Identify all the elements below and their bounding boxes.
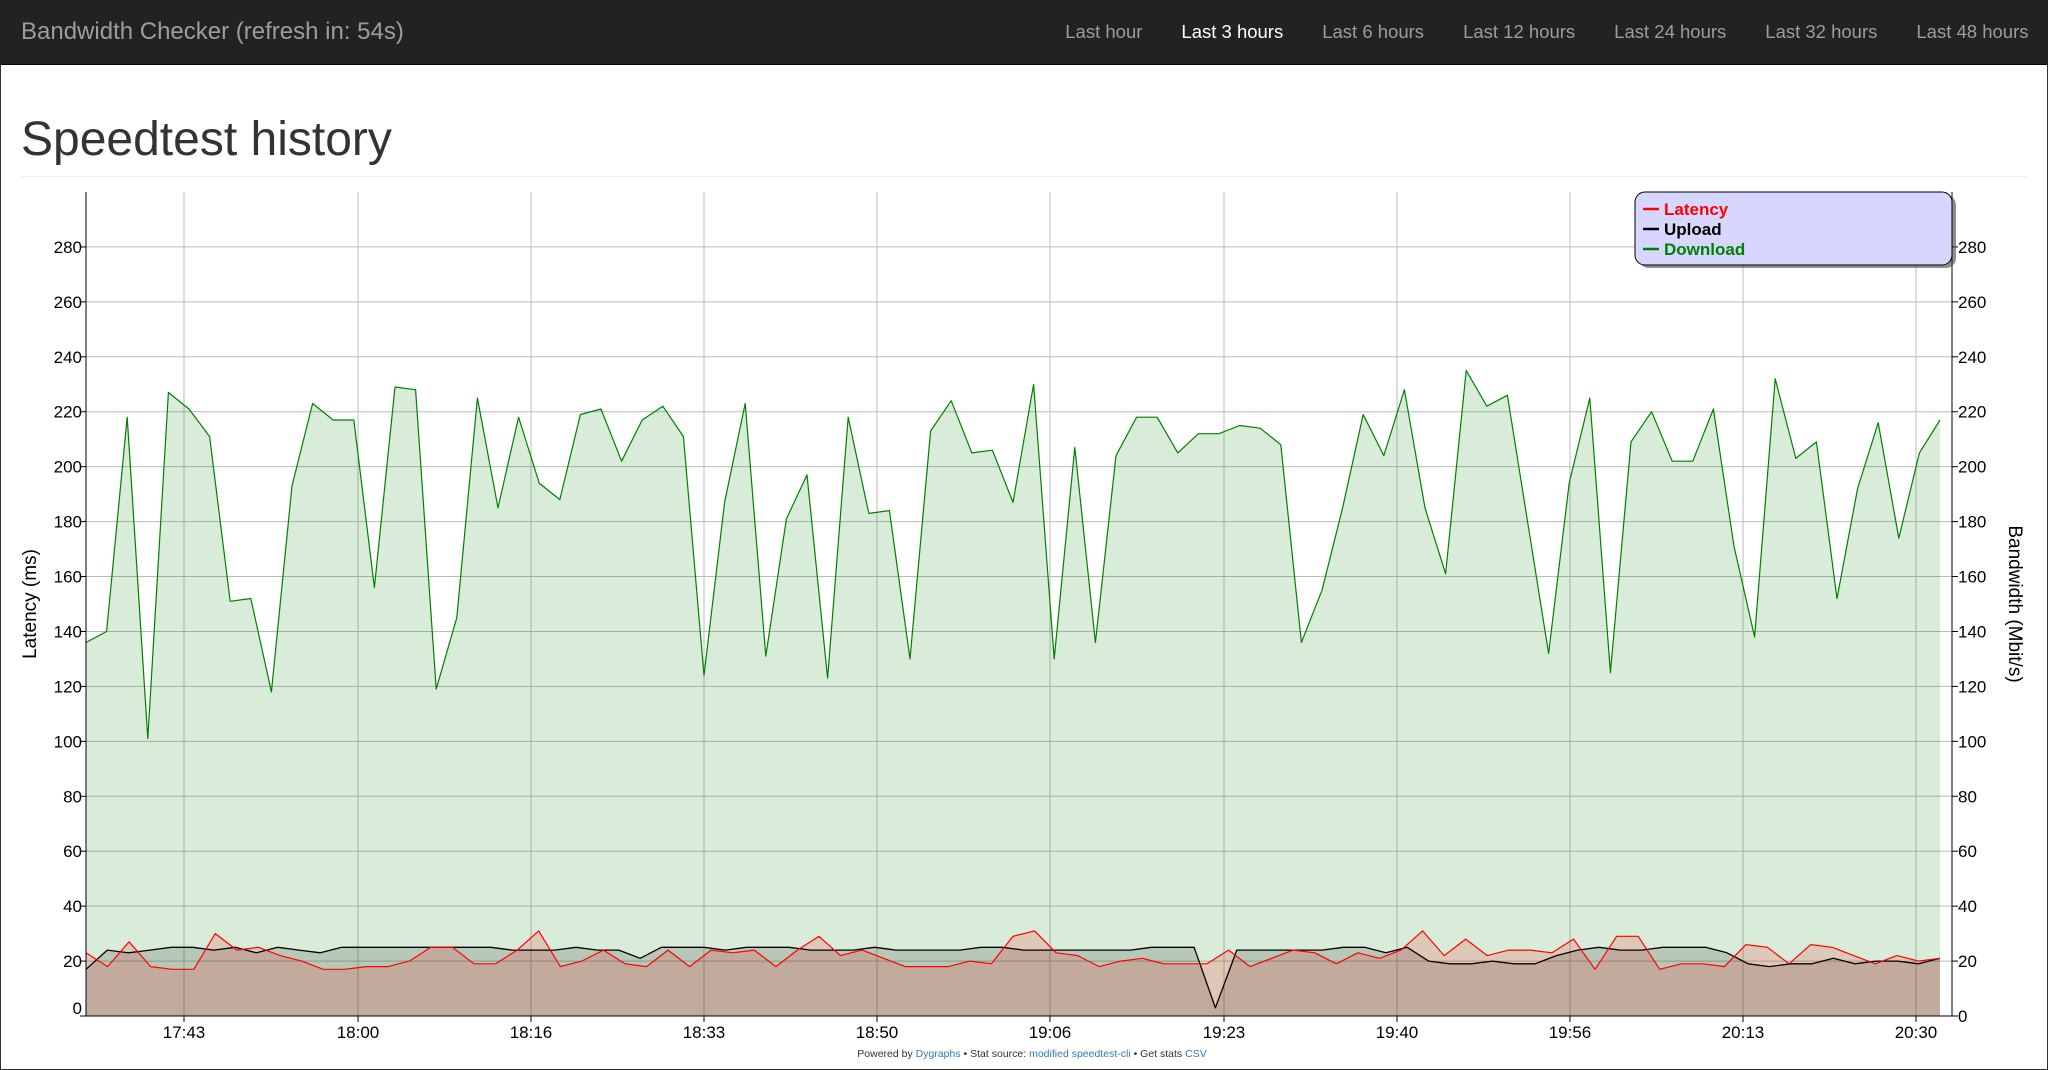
y-tick-label: 240	[54, 348, 82, 367]
x-tick-label: 19:23	[1203, 1023, 1246, 1042]
footer-stat-source: • Stat source:	[963, 1048, 1027, 1060]
x-tick-label: 17:43	[163, 1023, 206, 1042]
app-brand[interactable]: Bandwidth Checker (refresh in: 54s)	[21, 18, 404, 45]
y2-tick-label: 20	[1958, 952, 1977, 971]
y-tick-label: 200	[54, 458, 82, 477]
x-tick-label: 18:50	[856, 1023, 899, 1042]
y-tick-label: 160	[54, 568, 82, 587]
x-tick-label: 18:16	[510, 1023, 553, 1042]
upload-area	[86, 947, 1940, 1016]
y-tick-label: 20	[63, 952, 82, 971]
y2-tick-label: 100	[1958, 732, 1986, 751]
y-axis-title: Latency (ms)	[20, 549, 41, 659]
y2-tick-label: 240	[1958, 348, 1986, 367]
y2-tick-label: 120	[1958, 677, 1986, 696]
y-tick-label: 0	[73, 999, 82, 1018]
legend-label-latency: Latency	[1664, 200, 1729, 219]
y-tick-label: 180	[54, 513, 82, 532]
y-tick-label: 120	[54, 677, 82, 696]
nav-last-12-hours[interactable]: Last 12 hours	[1463, 21, 1576, 42]
y2-tick-label: 220	[1958, 403, 1986, 422]
navbar: Bandwidth Checker (refresh in: 54s) Last…	[0, 0, 2048, 65]
nav-last-3-hours[interactable]: Last 3 hours	[1181, 21, 1284, 42]
x-tick-label: 19:06	[1029, 1023, 1072, 1042]
y2-tick-label: 200	[1958, 458, 1986, 477]
page-title: Speedtest history	[21, 113, 392, 166]
y2-tick-label: 80	[1958, 787, 1977, 806]
upload-line	[85, 946, 1941, 1009]
csv-link[interactable]: CSV	[1185, 1048, 1207, 1060]
download-line	[85, 369, 1941, 740]
nav-last-hour[interactable]: Last hour	[1065, 21, 1143, 42]
nav-last-6-hours[interactable]: Last 6 hours	[1322, 21, 1425, 42]
y2-axis-title: Bandwidth (Mbit/s)	[2004, 525, 2025, 682]
dygraphs-link[interactable]: Dygraphs	[915, 1048, 961, 1060]
x-tick-label: 20:13	[1722, 1023, 1765, 1042]
nav-last-32-hours[interactable]: Last 32 hours	[1765, 21, 1878, 42]
y2-tick-label: 260	[1958, 293, 1986, 312]
download-area	[86, 370, 1940, 1016]
legend-box	[1634, 191, 1953, 266]
y2-tick-label: 40	[1958, 897, 1977, 916]
y-tick-label: 280	[54, 238, 82, 257]
y2-tick-label: 180	[1958, 513, 1986, 532]
latency-area	[86, 930, 1940, 1016]
y-tick-label: 80	[63, 787, 82, 806]
footer-powered-by: Powered by	[857, 1048, 913, 1060]
x-tick-label: 19:56	[1549, 1023, 1592, 1042]
y-tick-label: 40	[63, 897, 82, 916]
latency-line	[85, 930, 1941, 970]
y2-tick-label: 280	[1958, 238, 1986, 257]
x-tick-label: 20:30	[1895, 1023, 1938, 1042]
y-tick-label: 60	[63, 842, 82, 861]
x-tick-label: 19:40	[1376, 1023, 1419, 1042]
nav-last-48-hours[interactable]: Last 48 hours	[1916, 21, 2029, 42]
x-tick-label: 18:33	[683, 1023, 726, 1042]
nav-last-24-hours[interactable]: Last 24 hours	[1614, 21, 1727, 42]
y-tick-label: 220	[54, 403, 82, 422]
y-tick-label: 100	[54, 732, 82, 751]
y2-tick-label: 60	[1958, 842, 1977, 861]
y2-tick-label: 0	[1958, 1007, 1967, 1026]
title-divider	[21, 176, 2027, 177]
time-range-nav: Last hour Last 3 hours Last 6 hours Last…	[1046, 0, 2048, 64]
legend-label-download: Download	[1664, 240, 1745, 259]
y2-tick-label: 160	[1958, 568, 1986, 587]
speedtest-cli-link[interactable]: modified speedtest-cli	[1029, 1048, 1131, 1060]
legend-label-upload: Upload	[1664, 220, 1722, 239]
x-tick-label: 18:00	[337, 1023, 380, 1042]
y-tick-label: 260	[54, 293, 82, 312]
footer: Powered by Dygraphs • Stat source: modif…	[0, 1048, 2048, 1060]
footer-get-stats: • Get stats	[1133, 1048, 1183, 1060]
y-tick-label: 140	[54, 622, 82, 641]
y2-tick-label: 140	[1958, 622, 1986, 641]
